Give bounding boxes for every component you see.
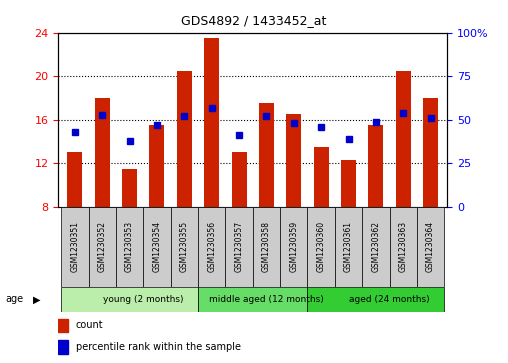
Bar: [335, 207, 362, 287]
Text: percentile rank within the sample: percentile rank within the sample: [76, 342, 241, 352]
Text: GSM1230364: GSM1230364: [426, 221, 435, 272]
Bar: [122, 169, 137, 207]
Text: GSM1230362: GSM1230362: [371, 221, 380, 272]
Text: GSM1230356: GSM1230356: [207, 221, 216, 272]
Text: age: age: [5, 294, 23, 305]
Bar: [368, 125, 384, 207]
Bar: [88, 207, 116, 287]
Bar: [341, 160, 356, 207]
Bar: [417, 207, 444, 287]
Bar: [177, 71, 192, 207]
Bar: [198, 207, 226, 287]
Bar: [198, 287, 307, 312]
Text: GSM1230359: GSM1230359: [289, 221, 298, 272]
Bar: [362, 207, 390, 287]
Text: GSM1230353: GSM1230353: [125, 221, 134, 272]
Bar: [259, 103, 274, 207]
Bar: [232, 152, 246, 207]
Bar: [280, 207, 307, 287]
Text: young (2 months): young (2 months): [103, 295, 183, 304]
Text: GSM1230361: GSM1230361: [344, 221, 353, 272]
Bar: [204, 38, 219, 207]
Bar: [149, 125, 165, 207]
Bar: [396, 71, 411, 207]
Bar: [286, 114, 301, 207]
Text: count: count: [76, 321, 104, 330]
Bar: [390, 207, 417, 287]
Bar: [226, 207, 253, 287]
Bar: [423, 98, 438, 207]
Text: middle aged (12 months): middle aged (12 months): [209, 295, 324, 304]
Text: GSM1230355: GSM1230355: [180, 221, 189, 272]
Bar: [143, 207, 171, 287]
Bar: [253, 207, 280, 287]
Bar: [116, 207, 143, 287]
Bar: [307, 207, 335, 287]
Bar: [58, 340, 68, 354]
Bar: [171, 207, 198, 287]
Text: GSM1230360: GSM1230360: [316, 221, 326, 272]
Text: aged (24 months): aged (24 months): [350, 295, 430, 304]
Text: GSM1230357: GSM1230357: [235, 221, 243, 272]
Text: GSM1230363: GSM1230363: [399, 221, 408, 272]
Text: GSM1230352: GSM1230352: [98, 221, 107, 272]
Bar: [61, 287, 198, 312]
Text: GDS4892 / 1433452_at: GDS4892 / 1433452_at: [181, 15, 327, 28]
Bar: [307, 287, 444, 312]
Text: GSM1230354: GSM1230354: [152, 221, 162, 272]
Text: GSM1230351: GSM1230351: [70, 221, 79, 272]
Text: GSM1230358: GSM1230358: [262, 221, 271, 272]
Bar: [94, 98, 110, 207]
Bar: [68, 152, 82, 207]
Bar: [313, 147, 329, 207]
Bar: [61, 207, 88, 287]
Bar: [58, 319, 68, 332]
Text: ▶: ▶: [33, 294, 41, 305]
